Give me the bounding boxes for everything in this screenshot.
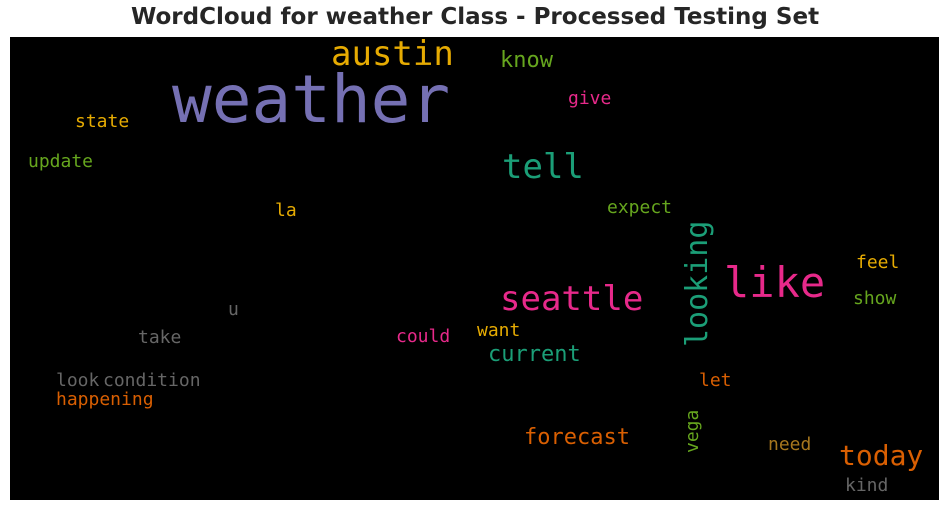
- word-tell: tell: [502, 147, 584, 187]
- word-seattle: seattle: [500, 279, 644, 319]
- word-weather: weather: [172, 61, 451, 138]
- word-give: give: [568, 88, 612, 109]
- word-update: update: [28, 151, 94, 172]
- word-happening: happening: [56, 389, 154, 410]
- word-u: u: [228, 299, 239, 320]
- word-let: let: [699, 370, 732, 391]
- word-vega: vega: [682, 409, 703, 453]
- word-condition: condition: [103, 370, 201, 391]
- word-looking: looking: [680, 220, 715, 347]
- word-la: la: [275, 200, 297, 221]
- word-state: state: [75, 111, 130, 132]
- word-need: need: [768, 434, 812, 455]
- word-today: today: [839, 439, 924, 472]
- word-current: current: [488, 342, 581, 367]
- word-want: want: [477, 320, 521, 341]
- word-take: take: [138, 327, 182, 348]
- word-forecast: forecast: [524, 425, 630, 450]
- word-feel: feel: [856, 252, 900, 273]
- word-kind: kind: [845, 475, 889, 496]
- word-could: could: [396, 326, 451, 347]
- chart-title: WordCloud for weather Class - Processed …: [130, 4, 820, 30]
- word-like: like: [724, 258, 826, 307]
- wordcloud-panel: weather austin know give state update tell expe…: [10, 37, 939, 500]
- word-know: know: [500, 48, 553, 73]
- word-expect: expect: [607, 197, 673, 218]
- word-show: show: [853, 288, 897, 309]
- word-austin: austin: [331, 37, 454, 74]
- word-look: look: [56, 370, 100, 391]
